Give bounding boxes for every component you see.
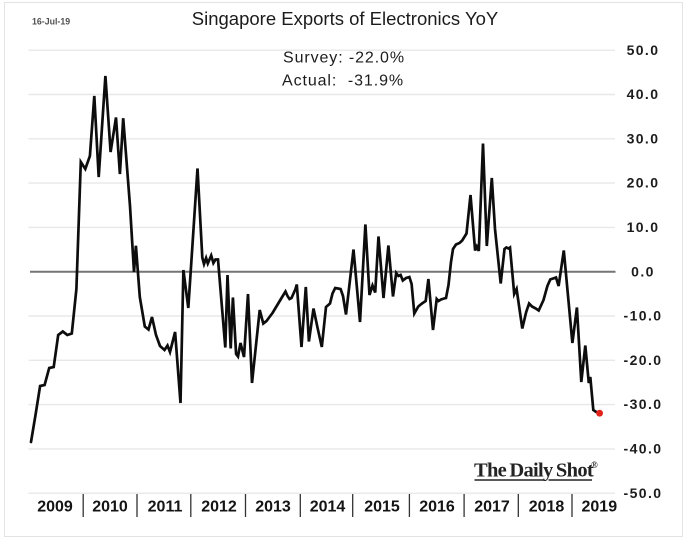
svg-text:20.0: 20.0	[627, 175, 660, 191]
svg-text:2010: 2010	[92, 498, 128, 515]
svg-text:-10.0: -10.0	[624, 308, 663, 324]
svg-text:-30.0: -30.0	[624, 396, 663, 412]
svg-text:2012: 2012	[201, 498, 237, 515]
svg-text:2011: 2011	[148, 498, 183, 515]
svg-text:2019: 2019	[582, 498, 618, 515]
svg-text:The Daily Shot: The Daily Shot	[474, 460, 594, 482]
svg-text:10.0: 10.0	[627, 219, 660, 235]
svg-text:16-Jul-19: 16-Jul-19	[32, 17, 70, 27]
svg-text:50.0: 50.0	[627, 42, 660, 58]
svg-text:2016: 2016	[419, 498, 455, 515]
svg-text:Survey: -22.0%: Survey: -22.0%	[283, 50, 405, 67]
svg-text:40.0: 40.0	[627, 86, 660, 102]
svg-text:®: ®	[591, 460, 598, 470]
svg-text:Singapore Exports of Electroni: Singapore Exports of Electronics YoY	[192, 8, 498, 29]
svg-text:Actual: -31.9%: Actual: -31.9%	[282, 73, 404, 90]
svg-text:30.0: 30.0	[627, 130, 660, 146]
svg-text:2013: 2013	[255, 498, 291, 515]
svg-text:-20.0: -20.0	[624, 352, 663, 368]
svg-text:-40.0: -40.0	[624, 441, 663, 457]
svg-text:2015: 2015	[364, 498, 400, 515]
svg-text:0.0: 0.0	[631, 263, 655, 279]
svg-text:2017: 2017	[474, 498, 510, 515]
svg-text:2014: 2014	[310, 498, 346, 515]
svg-text:2009: 2009	[37, 498, 73, 515]
svg-text:-50.0: -50.0	[624, 485, 663, 501]
svg-text:2018: 2018	[529, 498, 565, 515]
